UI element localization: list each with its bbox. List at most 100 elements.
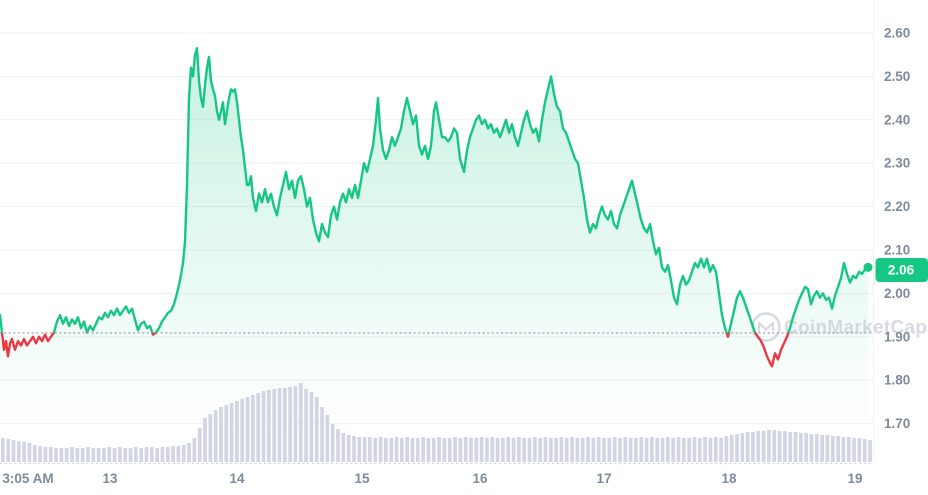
volume-bar xyxy=(830,436,835,462)
volume-bar xyxy=(628,438,633,462)
volume-bar xyxy=(676,437,681,462)
volume-bar xyxy=(660,438,665,462)
volume-bar xyxy=(820,435,824,462)
volume-bar xyxy=(91,448,96,462)
volume-bar xyxy=(22,442,26,462)
volume-bar xyxy=(596,437,601,462)
volume-bar xyxy=(320,407,324,462)
volume-bar xyxy=(43,447,48,462)
volume-bar xyxy=(336,429,340,462)
volume-bar xyxy=(506,437,511,462)
volume-bar xyxy=(309,392,314,462)
volume-bar xyxy=(612,437,617,462)
volume-bar xyxy=(777,431,782,462)
volume-bar xyxy=(570,437,574,462)
volume-bar xyxy=(197,428,202,462)
volume-bar xyxy=(469,438,473,462)
last-price-dot xyxy=(863,262,873,272)
volume-bar xyxy=(144,447,149,462)
volume-bar xyxy=(713,437,718,462)
volume-bar xyxy=(6,439,11,462)
volume-bar xyxy=(793,432,798,462)
volume-bar xyxy=(618,438,622,462)
volume-bar xyxy=(814,434,819,462)
volume-bar xyxy=(134,447,138,462)
x-axis-tick-label: 3:05 AM xyxy=(2,471,53,486)
volume-bar xyxy=(256,393,261,462)
volume-bar xyxy=(692,437,697,462)
volume-bar xyxy=(788,432,793,462)
volume-bar xyxy=(724,436,729,462)
volume-bar xyxy=(740,433,745,462)
volume-bar xyxy=(389,438,394,462)
volume-bar xyxy=(112,448,117,462)
volume-bar xyxy=(48,447,53,462)
volume-bar xyxy=(681,438,686,462)
volume-bar xyxy=(543,437,548,462)
volume-bar xyxy=(862,439,867,462)
x-axis-tick-label: 17 xyxy=(596,471,611,486)
volume-bar xyxy=(442,438,447,462)
volume-bar xyxy=(139,448,144,462)
volume-bar xyxy=(346,435,351,462)
volume-bar xyxy=(485,438,489,462)
volume-bar xyxy=(559,437,564,462)
volume-bar xyxy=(176,446,181,462)
volume-bar xyxy=(341,433,346,462)
volume-bar xyxy=(634,438,638,462)
volume-bar xyxy=(277,388,282,462)
x-axis-tick-label: 13 xyxy=(102,471,118,486)
volume-bar xyxy=(591,438,596,462)
volume-bar xyxy=(213,410,218,462)
y-axis-tick-label: 1.80 xyxy=(884,373,910,388)
volume-bar xyxy=(123,448,128,462)
volume-bar xyxy=(240,399,245,462)
volume-bar xyxy=(511,438,516,462)
volume-bar xyxy=(825,435,830,462)
volume-bar xyxy=(11,440,16,462)
volume-bar xyxy=(59,448,64,462)
volume-bar xyxy=(86,447,90,462)
volume-bar xyxy=(208,414,213,462)
y-axis-tick-label: 1.70 xyxy=(884,416,910,431)
y-axis-tick-label: 2.40 xyxy=(884,112,910,127)
volume-bar xyxy=(224,405,229,462)
volume-bar xyxy=(426,438,431,462)
volume-bar xyxy=(580,438,585,462)
volume-bar xyxy=(479,437,484,462)
y-axis-tick-label: 2.30 xyxy=(884,156,910,171)
volume-bar xyxy=(70,447,74,462)
volume-bar xyxy=(799,433,803,462)
x-axis-tick-label: 14 xyxy=(229,471,245,486)
volume-bar xyxy=(378,437,383,462)
volume-bar xyxy=(586,437,590,462)
volume-bar xyxy=(447,438,452,462)
volume-bar xyxy=(325,415,330,462)
volume-bar xyxy=(368,437,372,462)
y-axis-tick-label: 2.60 xyxy=(884,26,910,41)
volume-bar xyxy=(298,383,303,462)
volume-bar xyxy=(160,447,165,462)
volume-bar xyxy=(118,447,122,462)
volume-bar xyxy=(261,391,266,462)
volume-bar xyxy=(16,441,21,462)
x-axis-tick-label: 18 xyxy=(721,471,737,486)
volume-bar xyxy=(288,387,292,462)
volume-bar xyxy=(655,438,660,462)
volume-bar xyxy=(836,436,840,462)
volume-bar xyxy=(687,438,691,462)
volume-bar xyxy=(107,447,112,462)
price-line xyxy=(0,47,873,368)
volume-bar xyxy=(719,438,723,462)
volume-bar xyxy=(96,448,101,462)
volume-bar xyxy=(410,438,415,462)
volume-bar xyxy=(495,438,500,462)
volume-bar xyxy=(809,434,814,462)
volume-bar xyxy=(394,437,399,462)
volume-bar xyxy=(352,436,356,462)
volume-bar xyxy=(293,386,298,462)
price-line-up-segments xyxy=(0,47,870,333)
volume-bar xyxy=(251,395,255,462)
